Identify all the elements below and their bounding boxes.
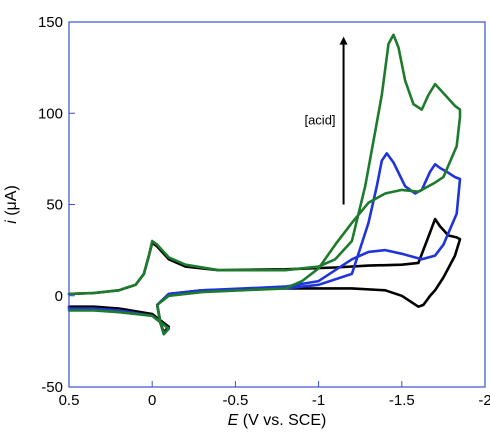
y-tick-label: 0 xyxy=(55,288,63,305)
y-tick-label: 150 xyxy=(38,14,63,31)
y-axis-title-unit: (μA) xyxy=(3,185,20,220)
acid-annotation-label: [acid] xyxy=(304,113,335,128)
x-tick-label: -1 xyxy=(312,392,325,409)
series-layer xyxy=(67,33,462,336)
axes-layer xyxy=(68,21,486,388)
y-tick-label: 100 xyxy=(38,105,63,122)
x-axis-title: E (V vs. SCE) xyxy=(228,412,327,429)
x-tick-label: -1.5 xyxy=(389,392,415,409)
y-tick-label: 50 xyxy=(46,197,63,214)
x-tick-label: 0 xyxy=(148,392,156,409)
ticks-layer: 0.5 0 -0.5 -1 -1.5 -2 -50 0 50 100 150 xyxy=(38,14,490,409)
acid-arrow-head xyxy=(339,36,348,45)
x-tick-label: -0.5 xyxy=(222,392,248,409)
cv-trace-3 xyxy=(67,33,462,336)
x-axis-title-unit: (V vs. SCE) xyxy=(238,412,326,429)
y-tick-label: -50 xyxy=(41,379,63,396)
x-tick-label: -2 xyxy=(478,392,490,409)
y-axis-title-symbol: i xyxy=(3,220,20,224)
cv-trace-2 xyxy=(67,152,462,336)
x-tick-label: 0.5 xyxy=(59,392,80,409)
y-axis-title: i (μA) xyxy=(3,185,20,224)
annotation-layer: [acid] xyxy=(304,36,348,205)
x-axis-title-symbol: E xyxy=(228,412,239,429)
cv-trace-1 xyxy=(67,217,462,334)
plot-frame xyxy=(68,21,486,388)
